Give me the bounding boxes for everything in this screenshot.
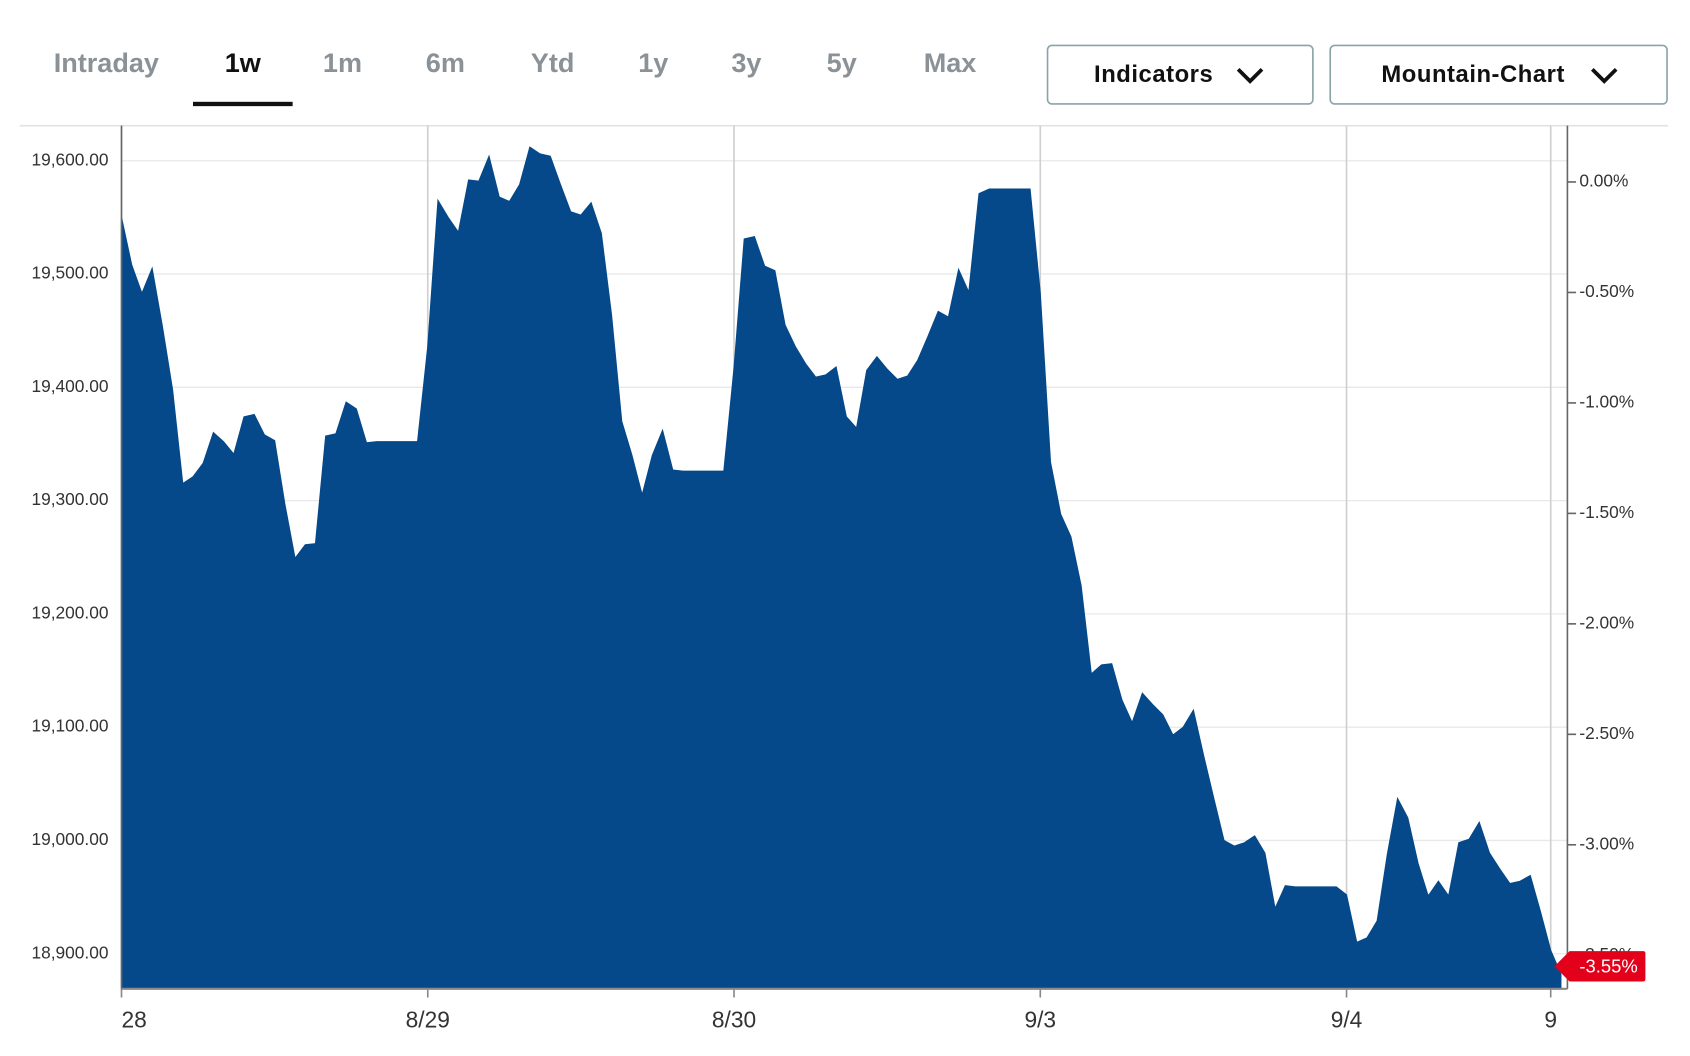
indicators-button[interactable]: Indicators: [1046, 44, 1314, 105]
y2-tick-label: -2.00%: [1579, 612, 1634, 632]
button-frame: [1046, 44, 1314, 105]
y2-tick-label: -2.50%: [1579, 723, 1634, 743]
y2-tick-label: 0.00%: [1579, 171, 1628, 191]
y2-tick-label: -0.50%: [1579, 281, 1634, 301]
range-tab[interactable]: 5y: [827, 47, 857, 78]
range-tab[interactable]: Max: [924, 47, 977, 78]
y-tick-label: 19,300.00: [31, 489, 108, 509]
current-badge: [1554, 951, 1646, 982]
chart-type-button[interactable]: Mountain-Chart: [1329, 44, 1668, 105]
range-tab[interactable]: 3y: [731, 47, 761, 78]
y2-tick-label: -1.50%: [1579, 502, 1634, 522]
y2-tick-label: -1.00%: [1579, 391, 1634, 411]
x-tick-label: 28: [122, 1006, 147, 1032]
x-tick-label: 9/4: [1331, 1006, 1363, 1032]
x-tick-label: 8/30: [712, 1006, 756, 1032]
x-tick-label: 8/29: [406, 1006, 450, 1032]
chevron: [1236, 67, 1264, 84]
y-tick-label: 19,200.00: [31, 602, 108, 622]
y2-tick-label: -3.00%: [1579, 833, 1634, 853]
y-tick-label: 19,500.00: [31, 263, 108, 283]
y-tick-label: 19,400.00: [31, 376, 108, 396]
chevron: [1590, 67, 1618, 84]
range-tab[interactable]: 6m: [426, 47, 465, 78]
range-tab[interactable]: 1y: [638, 47, 668, 78]
y-tick-label: 19,000.00: [31, 829, 108, 849]
current-badge-label: -3.55%: [1579, 955, 1637, 976]
tab-underline: [192, 101, 293, 107]
y-tick-label: 18,900.00: [31, 942, 108, 962]
button-label: Mountain-Chart: [1381, 61, 1565, 88]
range-tab[interactable]: 1m: [323, 47, 362, 78]
range-tab[interactable]: Ytd: [531, 47, 575, 78]
area: [120, 146, 1562, 990]
range-tab[interactable]: 1w: [225, 47, 262, 78]
y-tick-label: 19,100.00: [31, 716, 108, 736]
button-label: Indicators: [1094, 61, 1213, 88]
x-tick-label: 9: [1544, 1006, 1557, 1032]
button-frame: [1329, 44, 1668, 105]
range-tab[interactable]: Intraday: [54, 47, 159, 78]
x-tick-label: 9/3: [1024, 1006, 1056, 1032]
y-tick-label: 19,600.00: [31, 149, 108, 169]
